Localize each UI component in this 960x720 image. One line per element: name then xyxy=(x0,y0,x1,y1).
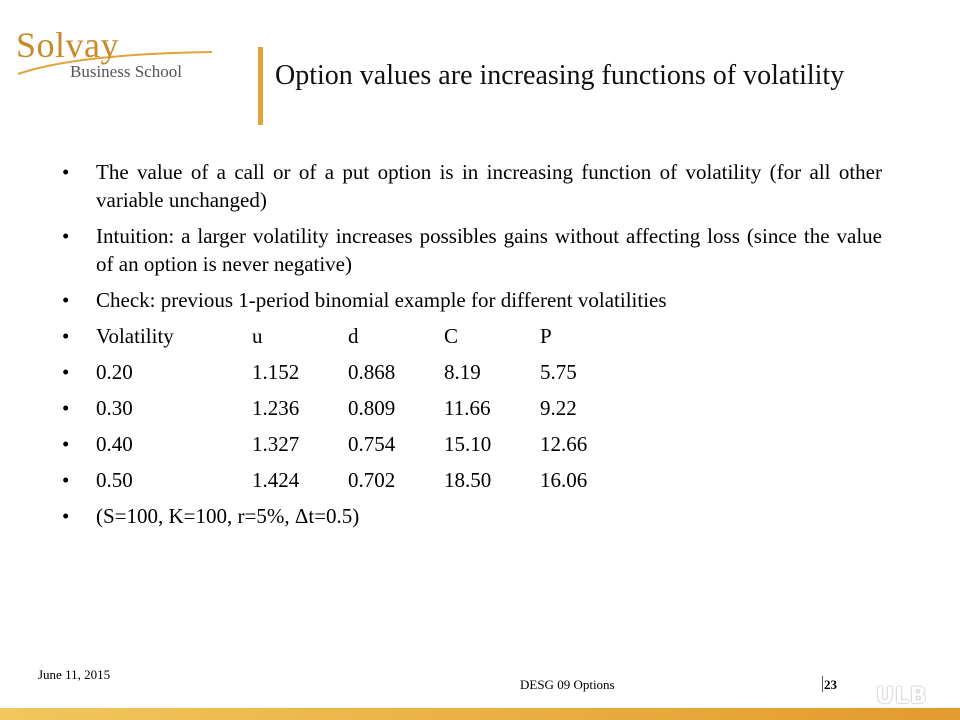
table-cell: 9.22 xyxy=(540,396,577,420)
bullet-item: Check: previous 1-period binomial exampl… xyxy=(62,286,882,314)
table-cell: 0.809 xyxy=(348,396,396,420)
footer-divider xyxy=(822,676,823,692)
bottom-accent-bar xyxy=(0,708,960,720)
table-cell: 0.702 xyxy=(348,468,396,492)
table-cell: 5.75 xyxy=(540,360,577,384)
table-header-cell: d xyxy=(348,324,359,348)
footer-date: June 11, 2015 xyxy=(38,667,111,682)
logo-sub-text: Business School xyxy=(70,62,182,81)
table-cell: 0.40 xyxy=(96,432,133,456)
table-cell: 18.50 xyxy=(444,468,492,492)
table-row: 0.40 1.327 0.754 15.10 12.66 xyxy=(62,430,882,458)
bullet-item: The value of a call or of a put option i… xyxy=(62,158,882,214)
parameters-note: (S=100, K=100, r=5%, Δt=0.5) xyxy=(62,502,882,530)
table-cell: 1.152 xyxy=(252,360,300,384)
footer-course: DESG 09 Options xyxy=(520,677,615,692)
logo-swoosh xyxy=(17,51,213,75)
table-cell: 15.10 xyxy=(444,432,492,456)
logo-main-text: Solvay xyxy=(16,25,120,65)
table-header-cell: C xyxy=(444,324,459,348)
table-cell: 8.19 xyxy=(444,360,481,384)
logo: Solvay Business School xyxy=(16,24,246,94)
table-header-cell: P xyxy=(540,324,552,348)
table-row: 0.20 1.152 0.868 8.19 5.75 xyxy=(62,358,882,386)
table-header-cell: u xyxy=(252,324,263,348)
table-cell: 0.20 xyxy=(96,360,133,384)
table-cell: 12.66 xyxy=(540,432,588,456)
table-header-cell: Volatility xyxy=(96,324,174,348)
table-cell: 0.868 xyxy=(348,360,396,384)
table-row: 0.50 1.424 0.702 18.50 16.06 xyxy=(62,466,882,494)
table-cell: 11.66 xyxy=(444,396,491,420)
bullet-list: The value of a call or of a put option i… xyxy=(62,158,882,538)
ulb-logo: ULB xyxy=(876,684,928,709)
table-cell: 1.327 xyxy=(252,432,300,456)
table-header-row: Volatility u d C P xyxy=(62,322,882,350)
table-cell: 0.50 xyxy=(96,468,133,492)
table-cell: 0.754 xyxy=(348,432,396,456)
bullet-item: Intuition: a larger volatility increases… xyxy=(62,222,882,278)
table-cell: 1.424 xyxy=(252,468,300,492)
slide-title: Option values are increasing functions o… xyxy=(275,60,845,91)
table-cell: 1.236 xyxy=(252,396,300,420)
title-accent-bar xyxy=(258,47,263,125)
table-row: 0.30 1.236 0.809 11.66 9.22 xyxy=(62,394,882,422)
page-number: 23 xyxy=(824,677,837,692)
table-cell: 0.30 xyxy=(96,396,133,420)
table-cell: 16.06 xyxy=(540,468,588,492)
